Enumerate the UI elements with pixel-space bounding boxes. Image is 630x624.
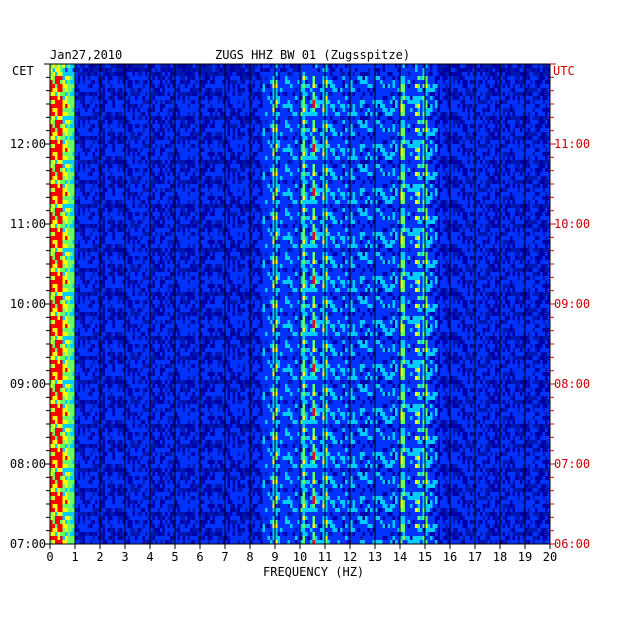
- x-tick-label: 4: [146, 550, 153, 564]
- x-tick-label: 18: [493, 550, 507, 564]
- x-tick-label: 11: [318, 550, 332, 564]
- x-tick-label: 14: [393, 550, 407, 564]
- date-label: Jan27,2010: [50, 48, 122, 62]
- x-tick-label: 16: [443, 550, 457, 564]
- x-tick-label: 0: [46, 550, 53, 564]
- left-tick-label: 11:00: [10, 217, 46, 231]
- right-axis-label: UTC: [553, 64, 575, 78]
- spectrogram-cells: [50, 64, 551, 544]
- x-tick-label: 5: [171, 550, 178, 564]
- x-tick-label: 7: [221, 550, 228, 564]
- x-tick-label: 9: [271, 550, 278, 564]
- x-tick-label: 12: [343, 550, 357, 564]
- x-axis-label: FREQUENCY (HZ): [263, 565, 364, 579]
- x-tick-label: 1: [71, 550, 78, 564]
- x-tick-label: 6: [196, 550, 203, 564]
- x-tick-label: 13: [368, 550, 382, 564]
- right-tick-label: 06:00: [554, 537, 590, 551]
- right-tick-label: 09:00: [554, 297, 590, 311]
- right-tick-label: 07:00: [554, 457, 590, 471]
- x-tick-label: 8: [246, 550, 253, 564]
- chart-title: ZUGS HHZ BW 01 (Zugsspitze): [215, 48, 410, 62]
- x-tick-label: 2: [96, 550, 103, 564]
- x-tick-label: 15: [418, 550, 432, 564]
- left-tick-label: 12:00: [10, 137, 46, 151]
- x-tick-label: 3: [121, 550, 128, 564]
- x-tick-label: 20: [543, 550, 557, 564]
- x-tick-label: 10: [293, 550, 307, 564]
- right-tick-label: 10:00: [554, 217, 590, 231]
- left-tick-label: 07:00: [10, 537, 46, 551]
- left-tick-label: 09:00: [10, 377, 46, 391]
- left-tick-label: 10:00: [10, 297, 46, 311]
- x-tick-label: 17: [468, 550, 482, 564]
- right-tick-label: 11:00: [554, 137, 590, 151]
- right-tick-label: 08:00: [554, 377, 590, 391]
- x-tick-label: 19: [518, 550, 532, 564]
- left-axis-label: CET: [12, 64, 34, 78]
- left-tick-label: 08:00: [10, 457, 46, 471]
- grid-lines: [49, 64, 551, 544]
